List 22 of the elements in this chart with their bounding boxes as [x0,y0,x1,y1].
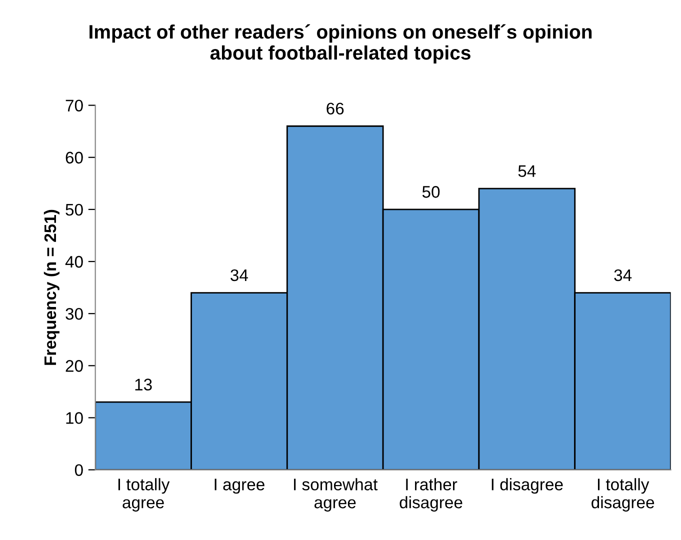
x-tick-label: I agree [214,478,264,494]
data-label: 34 [230,269,248,282]
y-tick-label: 0 [74,464,83,476]
y-tick-label: 20 [66,360,83,372]
x-tick-label: I rather disagree [400,478,462,512]
data-label: 66 [326,102,344,114]
y-tick-label: 10 [66,412,83,424]
data-label: 54 [518,165,536,177]
x-tick-label: I totally agree [118,478,170,512]
x-tick-label: I somewhat agree [294,478,378,512]
x-tick-label: I disagree [492,478,563,494]
data-label: 34 [614,269,632,282]
y-axis-title: Frequency (n = 251) [44,210,60,365]
chart-title: Impact of other readers´ opinions on oneself´s opinion about football-related topics [90,24,592,64]
y-tick-label: 30 [66,308,83,320]
data-label: 50 [422,186,440,198]
x-tick-label: I totally disagree [592,478,654,512]
data-label: 13 [135,378,152,390]
y-tick-label: 40 [65,256,83,268]
y-tick-label: 60 [66,152,83,164]
y-tick-label: 50 [66,204,83,216]
y-tick-label: 70 [66,100,83,112]
